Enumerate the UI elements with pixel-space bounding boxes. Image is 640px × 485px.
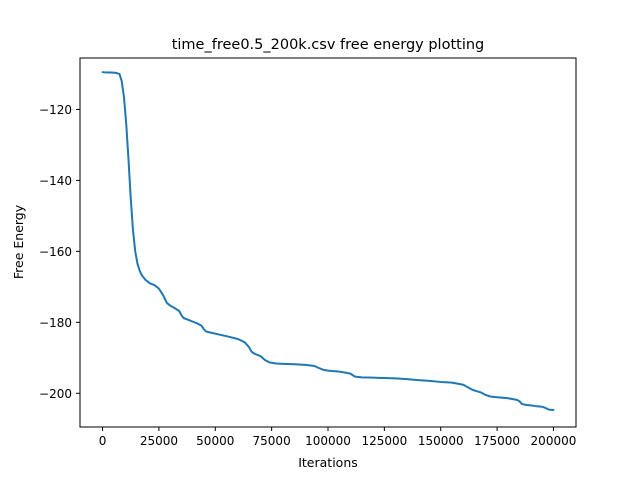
y-tick-label: −180	[39, 316, 72, 330]
x-tick-label: 200000	[531, 434, 577, 448]
x-tick-label: 0	[99, 434, 107, 448]
y-axis: −120 −140 −160 −180 −200	[39, 103, 80, 401]
y-tick-label: −120	[39, 103, 72, 117]
x-tick-label: 75000	[253, 434, 291, 448]
x-tick-label: 50000	[196, 434, 234, 448]
x-tick-label: 25000	[140, 434, 178, 448]
x-tick-label: 150000	[418, 434, 464, 448]
x-tick-label: 175000	[474, 434, 520, 448]
y-tick-label: −160	[39, 245, 72, 259]
y-tick-label: −200	[39, 387, 72, 401]
x-tick-label: 100000	[305, 434, 351, 448]
y-axis-label: Free Energy	[11, 204, 26, 279]
plot-area	[101, 71, 555, 411]
y-tick-label: −140	[39, 174, 72, 188]
chart-title: time_free0.5_200k.csv free energy plotti…	[172, 37, 485, 53]
x-axis: 0 25000 50000 75000 100000 125000 150000 175000…	[99, 427, 577, 448]
x-axis-label: Iterations	[298, 455, 358, 470]
series-line-0	[101, 71, 555, 411]
x-tick-label: 125000	[361, 434, 407, 448]
